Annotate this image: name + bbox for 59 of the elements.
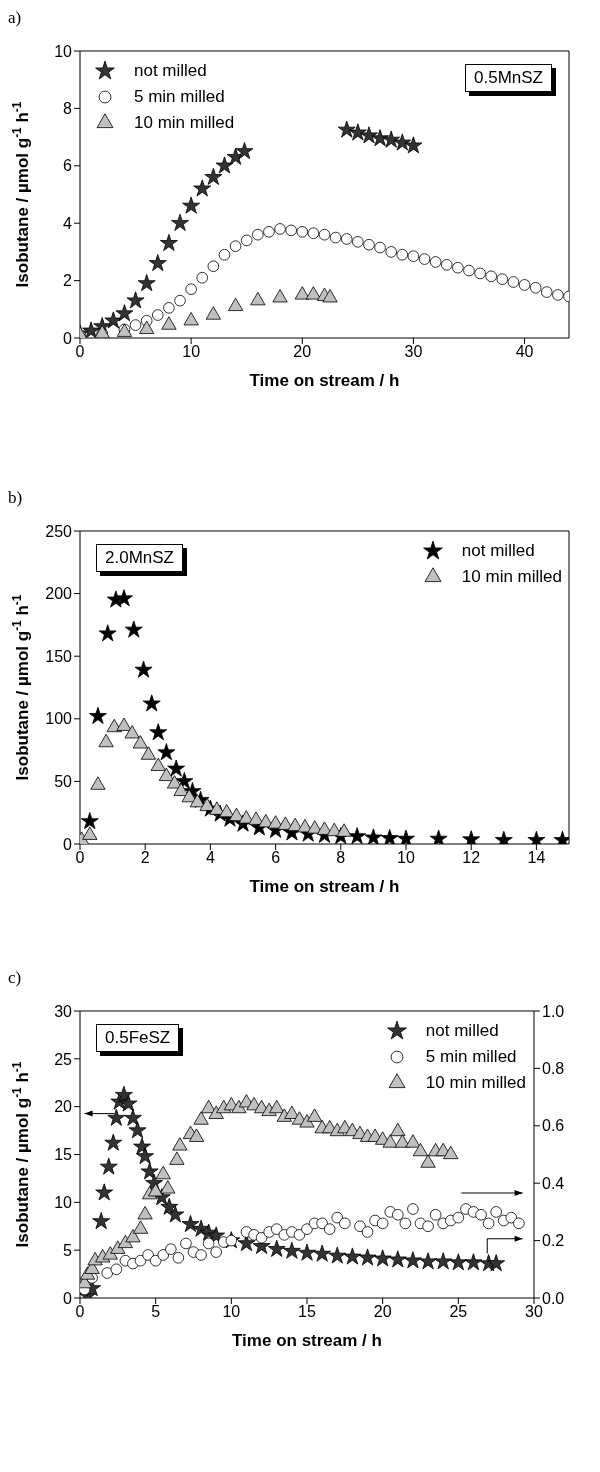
y2-tick-label: 0.6: [542, 1117, 565, 1135]
x-tick-label: 0: [75, 343, 85, 361]
x-tick-label: 15: [298, 1303, 316, 1321]
legend-label: not milled: [461, 540, 535, 562]
x-tick-label: 40: [515, 343, 534, 361]
y-tick-label: 0: [63, 1289, 73, 1307]
x-tick-label: 14: [527, 849, 546, 867]
y-tick-label: 8: [63, 100, 73, 118]
y-tick-label: 200: [45, 585, 73, 603]
y2-tick-label: 0.4: [542, 1174, 565, 1192]
y2-tick-label: 1.0: [542, 1002, 565, 1020]
y-tick-label: 0: [63, 835, 73, 853]
legend-label: 5 min milled: [425, 1046, 517, 1068]
chart-title: a): [8, 8, 23, 29]
y-tick-label: 15: [54, 1146, 73, 1164]
y2-tick-label: 0.8: [542, 1060, 565, 1078]
x-tick-label: 25: [449, 1303, 468, 1321]
x-axis-title: Time on stream / h: [249, 877, 400, 896]
x-tick-label: 6: [271, 849, 281, 867]
chart-title: b): [8, 488, 24, 509]
x-axis-title: Time on stream / h: [232, 1331, 382, 1350]
y-tick-label: 10: [54, 42, 73, 60]
x-tick-label: 8: [336, 849, 346, 867]
x-tick-label: 30: [525, 1303, 543, 1321]
x-tick-label: 10: [222, 1303, 241, 1321]
legend-label: 10 min milled: [134, 112, 235, 134]
x-tick-label: 20: [373, 1303, 392, 1321]
y-tick-label: 20: [54, 1098, 73, 1116]
x-tick-label: 12: [462, 849, 481, 867]
x-tick-label: 10: [397, 849, 415, 867]
y-tick-label: 50: [54, 773, 73, 791]
y-tick-label: 150: [45, 647, 73, 665]
y-tick-label: 30: [54, 1002, 73, 1020]
y-tick-label: 5: [63, 1241, 73, 1259]
y-tick-label: 10: [54, 1194, 73, 1212]
x-tick-label: 4: [205, 849, 215, 867]
legend-label: 10 min milled: [425, 1072, 526, 1094]
y-tick-label: 2: [63, 272, 73, 290]
x-tick-label: 2: [140, 849, 150, 867]
x-tick-label: 0: [75, 849, 85, 867]
legend-label: not milled: [425, 1020, 499, 1042]
x-tick-label: 20: [293, 343, 312, 361]
y2-tick-label: 0.0: [542, 1289, 565, 1307]
legend-label: 10 min milled: [461, 566, 562, 588]
y-tick-label: 0: [63, 329, 73, 347]
y-tick-label: 100: [45, 710, 73, 728]
x-tick-label: 30: [404, 343, 423, 361]
x-tick-label: 10: [182, 343, 201, 361]
x-tick-label: 0: [75, 1303, 85, 1321]
x-axis-title: Time on stream / h: [249, 371, 400, 390]
y2-tick-label: 0.2: [542, 1232, 565, 1250]
y-tick-label: 250: [45, 522, 73, 540]
legend-label: 5 min milled: [134, 86, 225, 108]
legend-label: not milled: [134, 60, 207, 82]
y-tick-label: 4: [63, 214, 73, 232]
chart-title: c): [8, 968, 23, 989]
y-tick-label: 6: [63, 157, 73, 175]
x-tick-label: 5: [151, 1303, 161, 1321]
y-tick-label: 25: [54, 1050, 73, 1068]
